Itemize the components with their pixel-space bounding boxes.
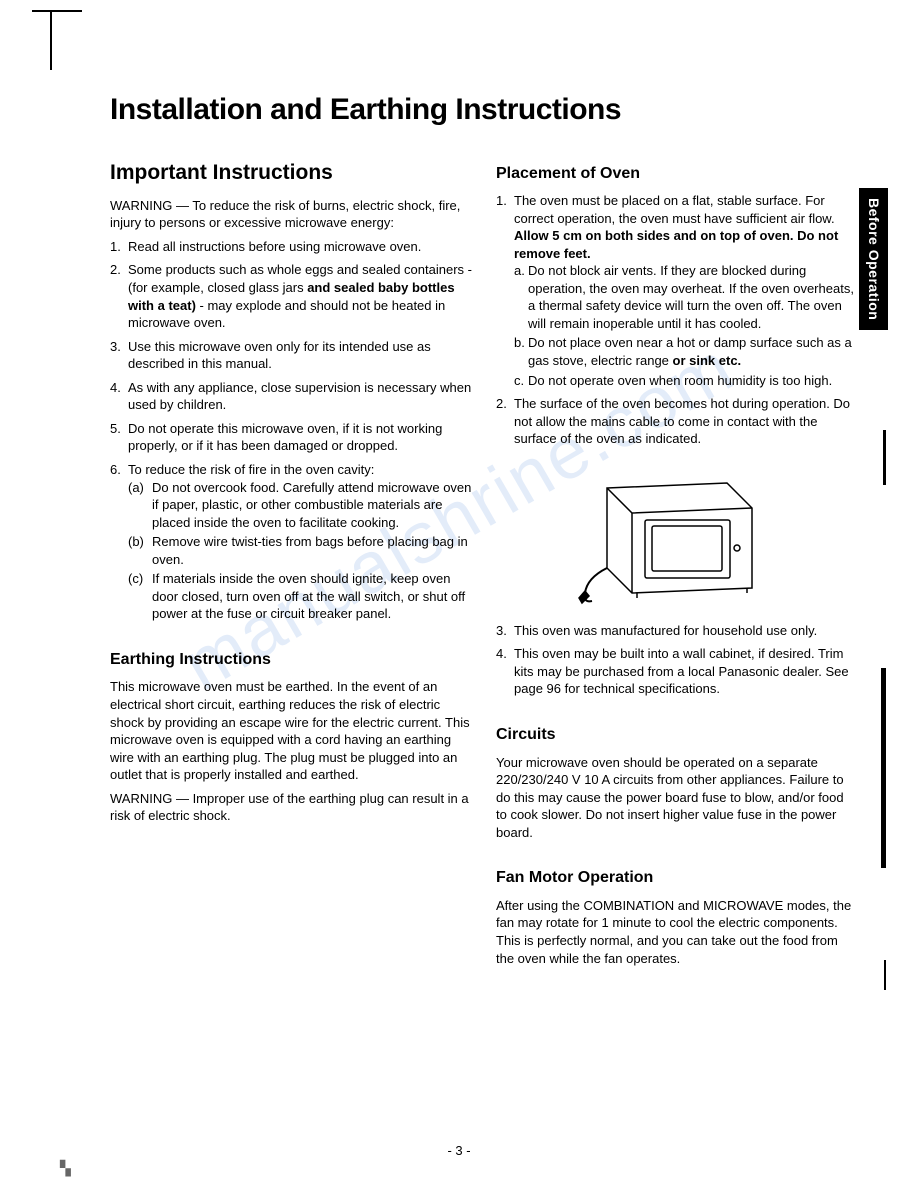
- item-text: As with any appliance, close supervision…: [128, 380, 471, 413]
- sub-text: Do not overcook food. Carefully attend m…: [152, 480, 471, 530]
- item-number: 3.: [110, 338, 121, 356]
- item-number: 1.: [496, 192, 507, 210]
- two-column-layout: Important Instructions WARNING — To redu…: [110, 159, 858, 994]
- circuits-heading: Circuits: [496, 724, 858, 746]
- fan-section: Fan Motor Operation After using the COMB…: [496, 867, 858, 967]
- circuits-body: Your microwave oven should be operated o…: [496, 754, 858, 842]
- item-text: Read all instructions before using micro…: [128, 239, 421, 254]
- earthing-body: This microwave oven must be earthed. In …: [110, 678, 472, 783]
- scan-artifact: [883, 430, 886, 485]
- item-text: Use this microwave oven only for its int…: [128, 339, 431, 372]
- manual-page: manualshrine.com Before Operation Instal…: [0, 0, 918, 1033]
- scan-artifact: [884, 960, 886, 990]
- warning-text: WARNING — To reduce the risk of burns, e…: [110, 197, 472, 232]
- scan-artifact-bottom: ▚: [60, 1159, 71, 1178]
- item-number: 2.: [110, 261, 121, 279]
- item-text: Do not operate this microwave oven, if i…: [128, 421, 442, 454]
- fan-heading: Fan Motor Operation: [496, 867, 858, 889]
- sub-text: Remove wire twist-ties from bags before …: [152, 534, 468, 567]
- item-number: 4.: [496, 645, 507, 663]
- important-heading: Important Instructions: [110, 159, 472, 187]
- earthing-heading: Earthing Instructions: [110, 649, 472, 671]
- list-item: 4. As with any appliance, close supervisi…: [110, 379, 472, 414]
- page-number: - 3 -: [447, 1142, 470, 1160]
- sub-text: If materials inside the oven should igni…: [152, 571, 465, 621]
- left-column: Important Instructions WARNING — To redu…: [110, 159, 472, 994]
- sub-bold: or sink etc.: [673, 353, 742, 368]
- list-item: 3. Use this microwave oven only for its i…: [110, 338, 472, 373]
- placement-list: 1. The oven must be placed on a flat, sta…: [496, 192, 858, 448]
- sub-item: (a) Do not overcook food. Carefully atten…: [128, 479, 472, 532]
- list-item: 2. The surface of the oven becomes hot du…: [496, 395, 858, 448]
- right-column: Placement of Oven 1. The oven must be pla…: [496, 159, 858, 994]
- earthing-section: Earthing Instructions This microwave ove…: [110, 649, 472, 825]
- sub-marker: a.: [514, 262, 525, 280]
- item-text: This oven may be built into a wall cabin…: [514, 646, 849, 696]
- sub-item: (b) Remove wire twist-ties from bags befo…: [128, 533, 472, 568]
- list-item: 5. Do not operate this microwave oven, if…: [110, 420, 472, 455]
- sub-marker: (b): [128, 533, 144, 551]
- item-text: To reduce the risk of fire in the oven c…: [128, 462, 374, 477]
- fan-body: After using the COMBINATION and MICROWAV…: [496, 897, 858, 967]
- sub-marker: (a): [128, 479, 144, 497]
- item-number: 1.: [110, 238, 121, 256]
- placement-section: Placement of Oven 1. The oven must be pla…: [496, 163, 858, 698]
- placement-heading: Placement of Oven: [496, 163, 858, 185]
- item-number: 4.: [110, 379, 121, 397]
- list-item: 1. The oven must be placed on a flat, sta…: [496, 192, 858, 389]
- page-title: Installation and Earthing Instructions: [110, 90, 858, 131]
- important-list: 1. Read all instructions before using mic…: [110, 238, 472, 623]
- sub-list: a.Do not block air vents. If they are bl…: [514, 262, 858, 389]
- sub-item: c. Do not operate oven when room humidity…: [514, 372, 858, 390]
- oven-illustration: [577, 458, 777, 608]
- list-item: 3. This oven was manufactured for househo…: [496, 622, 858, 640]
- item-text: The oven must be placed on a flat, stabl…: [514, 193, 835, 226]
- sub-list: (a) Do not overcook food. Carefully atten…: [128, 479, 472, 623]
- sub-marker: (c): [128, 570, 143, 588]
- list-item: 4. This oven may be built into a wall cab…: [496, 645, 858, 698]
- item-bold: Allow 5 cm on both sides and on top of o…: [514, 228, 838, 261]
- circuits-section: Circuits Your microwave oven should be o…: [496, 724, 858, 841]
- item-number: 3.: [496, 622, 507, 640]
- list-item: 6. To reduce the risk of fire in the oven…: [110, 461, 472, 623]
- list-item: 1. Read all instructions before using mic…: [110, 238, 472, 256]
- placement-list-cont: 3. This oven was manufactured for househo…: [496, 622, 858, 698]
- earthing-warning: WARNING — Improper use of the earthing p…: [110, 790, 472, 825]
- section-tab: Before Operation: [859, 188, 888, 330]
- item-text: This oven was manufactured for household…: [514, 623, 817, 638]
- item-number: 5.: [110, 420, 121, 438]
- list-item: 2.Some products such as whole eggs and s…: [110, 261, 472, 331]
- sub-marker: c.: [514, 372, 524, 390]
- sub-marker: b.: [514, 334, 525, 352]
- sub-item: a.Do not block air vents. If they are bl…: [514, 262, 858, 332]
- sub-text: Do not operate oven when room humidity i…: [528, 373, 832, 388]
- scan-artifact: [881, 668, 886, 868]
- item-text: The surface of the oven becomes hot duri…: [514, 396, 850, 446]
- sub-item: (c) If materials inside the oven should i…: [128, 570, 472, 623]
- sub-item: b.Do not place oven near a hot or damp s…: [514, 334, 858, 369]
- important-instructions-section: Important Instructions WARNING — To redu…: [110, 159, 472, 623]
- item-number: 6.: [110, 461, 121, 479]
- sub-text: Do not block air vents. If they are bloc…: [528, 263, 854, 331]
- item-number: 2.: [496, 395, 507, 413]
